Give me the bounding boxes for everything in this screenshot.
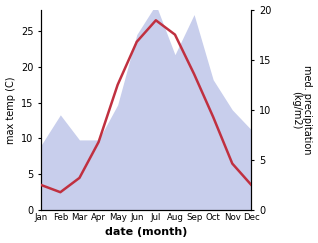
Y-axis label: max temp (C): max temp (C) bbox=[5, 76, 16, 144]
X-axis label: date (month): date (month) bbox=[105, 227, 188, 237]
Y-axis label: med. precipitation
(kg/m2): med. precipitation (kg/m2) bbox=[291, 65, 313, 155]
